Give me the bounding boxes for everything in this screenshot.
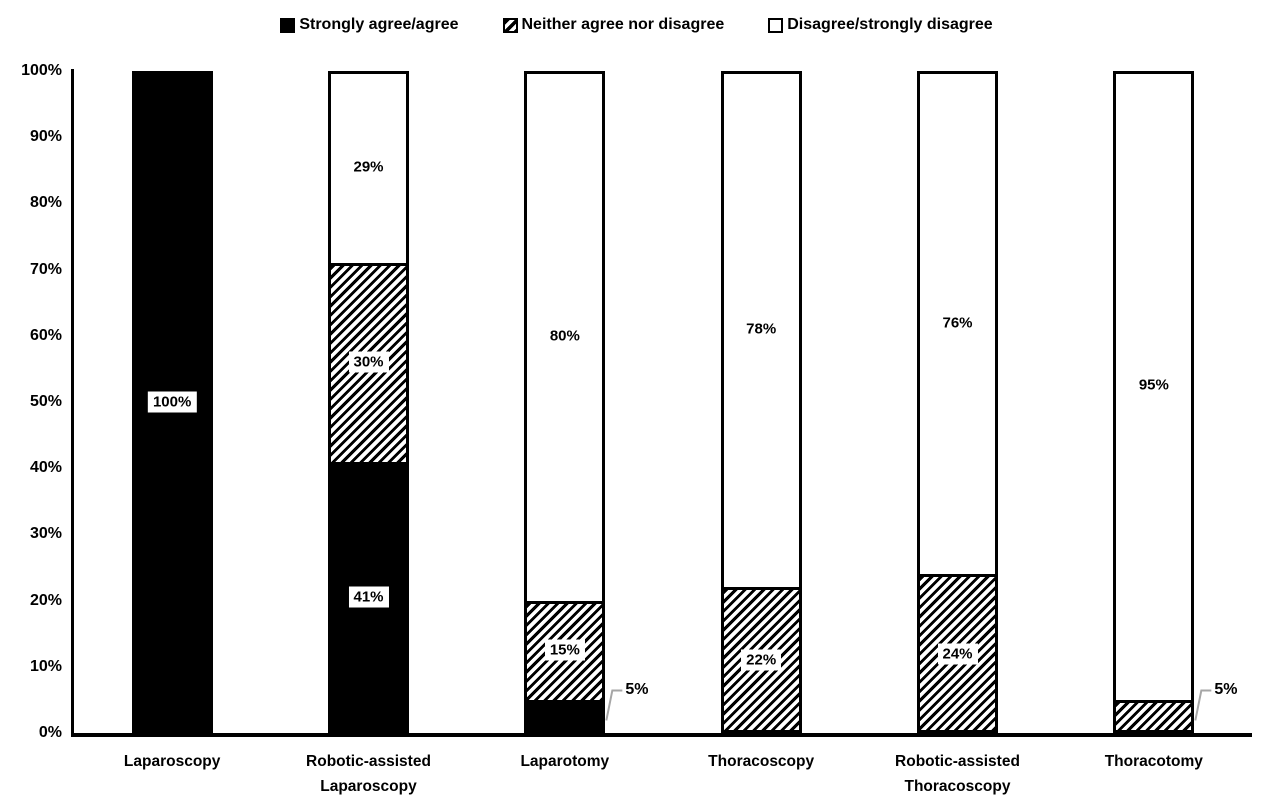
- bar-segment: [524, 600, 606, 703]
- data-label: 100%: [147, 391, 197, 413]
- category-label: Laparotomy: [467, 749, 663, 799]
- y-tick-label: 70%: [29, 260, 62, 278]
- bar-segment: [524, 699, 606, 733]
- legend-marker-white-outline-icon: [768, 17, 784, 33]
- category-label-line: Thoracoscopy: [708, 753, 815, 770]
- callout-data-label: 5%: [625, 681, 649, 699]
- category-label-line: Thoracotomy: [1104, 753, 1203, 770]
- category-label-line: Robotic-assisted: [895, 753, 1020, 770]
- category-label: Robotic-assisted Laparoscopy: [270, 749, 466, 799]
- legend-item: Strongly agree/agree: [280, 16, 459, 34]
- y-tick-label: 0%: [38, 724, 62, 741]
- legend: Strongly agree/agree Neither agree nor di…: [0, 16, 1273, 34]
- callout-data-label: 5%: [1214, 681, 1238, 699]
- legend-marker-solid-black-icon: [280, 17, 296, 33]
- y-tick-label: 10%: [29, 657, 62, 675]
- legend-label: Disagree/strongly disagree: [787, 16, 993, 33]
- category-label-line: Laparoscopy: [123, 753, 221, 770]
- y-tick-label: 80%: [29, 194, 62, 212]
- category-label-line: Laparotomy: [520, 753, 610, 770]
- data-label: 22%: [741, 649, 782, 671]
- y-tick-label: 60%: [29, 326, 62, 344]
- y-tick-label: 40%: [29, 459, 62, 477]
- y-tick-label: 20%: [29, 591, 62, 609]
- category-label-line: Laparoscopy: [320, 778, 417, 795]
- data-label: 95%: [1133, 374, 1174, 396]
- data-label: 15%: [544, 639, 585, 661]
- plot-area: 100% 41% 30% 29% 15% 80% 22% 78% 24% 76% 95%: [74, 71, 1252, 733]
- y-tick-label: 30%: [29, 525, 62, 543]
- data-label: 29%: [348, 156, 389, 178]
- data-label: 24%: [937, 643, 978, 665]
- category-label-line: Robotic-assisted: [306, 753, 431, 770]
- legend-label: Neither agree nor disagree: [521, 16, 725, 33]
- legend-item: Disagree/strongly disagree: [768, 16, 993, 34]
- category-label: Thoracotomy: [1056, 749, 1252, 799]
- category-label: Thoracoscopy: [663, 749, 859, 799]
- bar-segment: [1113, 699, 1195, 733]
- legend-marker-diagonal-hatch-icon: [502, 17, 518, 33]
- y-tick-label: 90%: [29, 128, 62, 146]
- data-label: 78%: [741, 318, 782, 340]
- data-label: 41%: [348, 586, 389, 608]
- y-tick-label: 50%: [29, 393, 62, 410]
- x-axis-line: [71, 733, 1252, 737]
- category-label: Laparoscopy: [74, 749, 270, 799]
- y-axis-line: [71, 69, 74, 737]
- x-axis-labels: Laparoscopy Robotic-assisted Laparoscopy La…: [74, 749, 1252, 799]
- legend-label: Strongly agree/agree: [299, 16, 459, 33]
- data-label: 76%: [937, 312, 978, 334]
- legend-item: Neither agree nor disagree: [502, 16, 725, 34]
- data-label: 30%: [348, 351, 389, 373]
- category-label-line: Thoracoscopy: [904, 778, 1011, 795]
- data-label: 80%: [544, 325, 585, 347]
- y-tick-label: 100%: [21, 62, 62, 79]
- category-label: Robotic-assisted Thoracoscopy: [859, 749, 1055, 799]
